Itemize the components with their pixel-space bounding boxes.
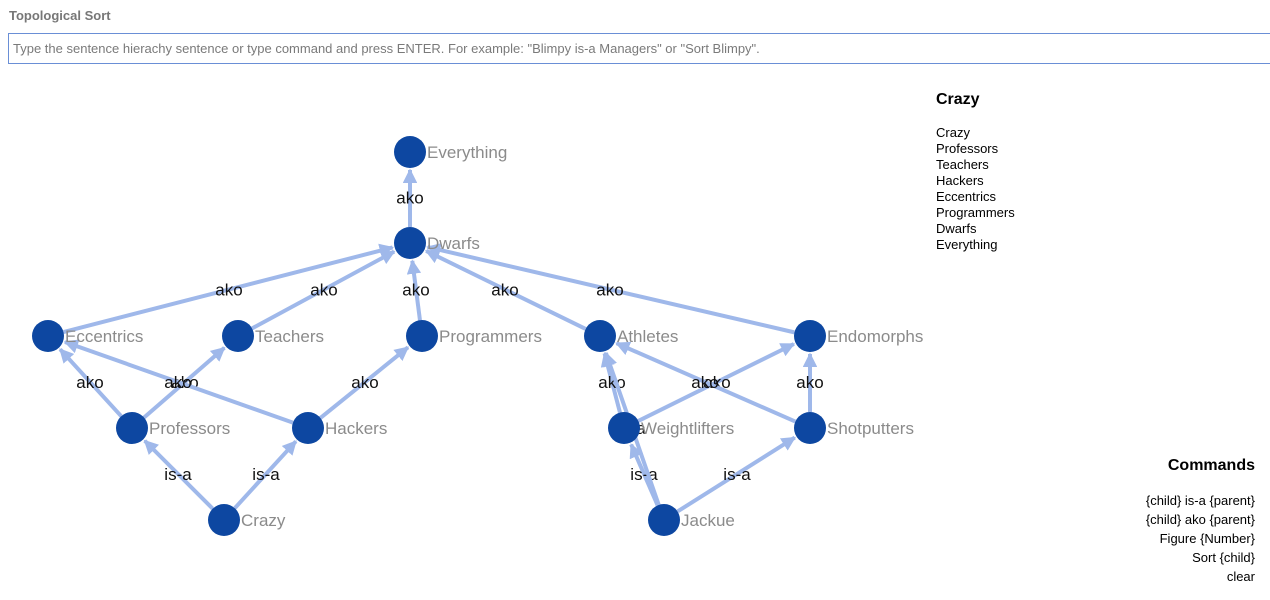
sort-result-item: Teachers [936, 157, 989, 172]
edge-crazy-to-professors [143, 439, 215, 511]
command-item: {child} ako {parent} [1145, 512, 1255, 527]
sort-result-title: Crazy [936, 91, 980, 108]
sort-result-item: Hackers [936, 173, 984, 188]
edge-label: ako [351, 373, 378, 392]
edge-label: ako [703, 373, 730, 392]
edge-crazy-to-hackers [233, 439, 298, 510]
sort-result-item: Everything [936, 237, 998, 252]
node-label: Crazy [241, 511, 286, 530]
node-circle[interactable] [116, 412, 148, 444]
edge-athletes-to-dwarfs [424, 249, 587, 331]
edge-endomorphs-to-dwarfs [426, 242, 795, 335]
node-programmers[interactable]: Programmers [406, 320, 542, 352]
node-circle[interactable] [394, 227, 426, 259]
node-weightlifters[interactable]: Weightlifters [608, 412, 734, 444]
commands-panel: Commands {child} is-a {parent} {child} ak… [1146, 457, 1255, 586]
node-circle[interactable] [32, 320, 64, 352]
sort-result-item: Dwarfs [936, 221, 977, 236]
edge-teachers-to-dwarfs [251, 249, 396, 331]
edge-jackue-to-shotputters [676, 435, 796, 514]
edge-label: is-a [252, 465, 280, 484]
node-label: Programmers [439, 327, 542, 346]
sort-result-item: Crazy [936, 125, 970, 140]
edge-label: ako [215, 281, 242, 300]
node-athletes[interactable]: Athletes [584, 320, 678, 352]
sort-result-item: Programmers [936, 205, 1015, 220]
node-professors[interactable]: Professors [116, 412, 230, 444]
sort-result-list: Crazy Professors Teachers Hackers Eccentrics… [936, 125, 1015, 253]
node-label: Eccentrics [65, 327, 143, 346]
node-everything[interactable]: Everything [394, 136, 507, 168]
edge-label: ako [596, 281, 623, 300]
node-crazy[interactable]: Crazy [208, 504, 286, 536]
node-circle[interactable] [584, 320, 616, 352]
node-circle[interactable] [406, 320, 438, 352]
edge-label: ako [76, 373, 103, 392]
node-circle[interactable] [394, 136, 426, 168]
node-label: Weightlifters [641, 419, 734, 438]
node-endomorphs[interactable]: Endomorphs [794, 320, 923, 352]
command-input[interactable] [8, 33, 1270, 64]
sort-result-panel: Crazy Crazy Professors Teachers Hackers Ecce… [936, 91, 1015, 253]
commands-list: {child} is-a {parent} {child} ako {parent… [1146, 491, 1255, 586]
sort-result-item: Professors [936, 141, 999, 156]
node-label: Professors [149, 419, 230, 438]
command-item: clear [1226, 569, 1255, 584]
node-circle[interactable] [608, 412, 640, 444]
edge-hackers-to-eccentrics [63, 339, 294, 425]
edge-label: ako [796, 373, 823, 392]
edge-label: is-a [723, 465, 751, 484]
node-circle[interactable] [794, 412, 826, 444]
node-label: Athletes [617, 327, 678, 346]
app-title: Topological Sort [9, 8, 111, 23]
node-circle[interactable] [208, 504, 240, 536]
nodes-layer: Everything Dwarfs Eccentrics Teachers Progra… [32, 136, 923, 536]
edge-weightlifters-to-endomorphs [637, 342, 796, 423]
edge-programmers-to-dwarfs [406, 259, 422, 321]
node-label: Jackue [681, 511, 735, 530]
node-dwarfs[interactable]: Dwarfs [394, 227, 480, 259]
edge-label: ako [402, 281, 429, 300]
edge-eccentrics-to-dwarfs [62, 243, 394, 334]
edge-jackue-to-weightlifters [629, 443, 660, 507]
node-label: Everything [427, 143, 507, 162]
node-teachers[interactable]: Teachers [222, 320, 324, 352]
node-jackue[interactable]: Jackue [648, 504, 735, 536]
edge-label: is-a [164, 465, 192, 484]
commands-title: Commands [1167, 457, 1255, 474]
edge-label: ako [491, 281, 518, 300]
edge-label: ako [310, 281, 337, 300]
node-circle[interactable] [292, 412, 324, 444]
command-item: {child} is-a {parent} [1145, 493, 1255, 508]
node-hackers[interactable]: Hackers [292, 412, 387, 444]
command-item: Sort {child} [1192, 550, 1255, 565]
edge-label: ako [396, 189, 423, 208]
edge-shotputters-to-athletes [615, 341, 797, 424]
node-label: Dwarfs [427, 234, 480, 253]
node-circle[interactable] [648, 504, 680, 536]
node-circle[interactable] [222, 320, 254, 352]
node-label: Endomorphs [827, 327, 923, 346]
node-shotputters[interactable]: Shotputters [794, 412, 914, 444]
node-label: Shotputters [827, 419, 914, 438]
node-label: Teachers [255, 327, 324, 346]
edge-label: ako [164, 373, 191, 392]
node-circle[interactable] [794, 320, 826, 352]
edge-label: ako [691, 373, 718, 392]
sort-result-item: Eccentrics [936, 189, 996, 204]
edge-professors-to-eccentrics [58, 347, 123, 418]
edges-layer: akoakoakoakoakoakoakoakoakoakoakoakoakoa… [58, 168, 824, 514]
node-eccentrics[interactable]: Eccentrics [32, 320, 143, 352]
command-item: Figure {Number} [1159, 531, 1255, 546]
hierarchy-graph[interactable]: akoakoakoakoakoakoakoakoakoakoakoakoakoa… [0, 0, 930, 600]
edge-hackers-to-programmers [319, 345, 410, 420]
node-label: Hackers [325, 419, 387, 438]
